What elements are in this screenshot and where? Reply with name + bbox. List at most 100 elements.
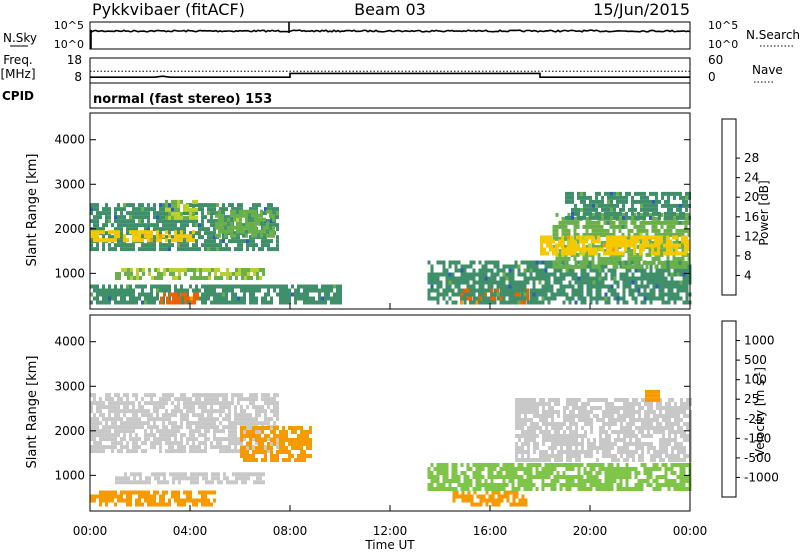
data-cell — [115, 276, 118, 280]
data-cell — [204, 247, 207, 252]
data-cell — [241, 472, 244, 477]
data-cell — [114, 437, 117, 442]
data-cell — [120, 207, 123, 212]
data-cell — [153, 203, 156, 208]
data-cell — [198, 425, 201, 430]
data-cell — [150, 238, 153, 243]
data-cell — [682, 276, 686, 281]
data-cell — [163, 268, 166, 272]
data-cell — [177, 227, 180, 232]
data-cell — [557, 430, 560, 434]
data-cell — [243, 284, 246, 289]
data-cell — [610, 288, 614, 293]
data-cell — [511, 288, 515, 293]
data-cell — [576, 240, 580, 245]
data-cell — [684, 228, 688, 233]
data-cell — [590, 418, 593, 422]
data-cell — [144, 490, 147, 495]
data-cell — [584, 422, 587, 426]
data-cell — [102, 292, 105, 297]
data-cell — [186, 405, 189, 410]
data-cell — [592, 207, 595, 212]
data-cell — [681, 235, 684, 240]
data-cell — [605, 410, 608, 414]
data-cell — [183, 223, 186, 228]
data-cell — [219, 247, 222, 252]
data-cell — [228, 449, 231, 454]
data-cell — [682, 280, 686, 285]
data-cell — [445, 479, 449, 483]
data-cell — [178, 296, 181, 301]
data-cell — [222, 284, 225, 289]
data-cell — [661, 483, 665, 487]
data-cell — [610, 272, 614, 277]
data-cell — [630, 235, 633, 240]
data-cell — [300, 454, 303, 458]
data-cell — [150, 300, 153, 305]
data-cell — [129, 429, 132, 434]
data-cell — [123, 288, 126, 293]
data-cell — [254, 217, 257, 222]
data-cell — [147, 409, 150, 414]
data-cell — [530, 434, 533, 438]
data-cell — [521, 402, 524, 406]
data-cell — [511, 475, 515, 479]
data-cell — [249, 442, 252, 446]
data-cell — [177, 207, 180, 212]
data-cell — [520, 260, 524, 265]
data-cell — [198, 445, 201, 450]
data-cell — [129, 247, 132, 252]
data-cell — [508, 268, 512, 273]
data-cell — [460, 288, 464, 293]
data-cell — [633, 243, 636, 248]
data-cell — [594, 236, 598, 241]
data-cell — [660, 244, 664, 249]
beam-label: Beam 03 — [354, 0, 426, 19]
data-cell — [249, 292, 252, 297]
data-cell — [673, 300, 677, 305]
data-cell — [463, 296, 467, 301]
data-cell — [511, 471, 515, 475]
data-cell — [255, 426, 258, 430]
data-cell — [204, 231, 207, 236]
data-cell — [610, 203, 613, 208]
data-cell — [232, 272, 235, 276]
data-cell — [427, 272, 431, 277]
data-cell — [246, 442, 249, 446]
data-cell — [541, 260, 545, 265]
data-cell — [613, 467, 617, 471]
data-cell — [524, 502, 528, 507]
data-cell — [661, 288, 665, 293]
data-cell — [288, 296, 291, 301]
data-cell — [597, 260, 601, 265]
data-cell — [451, 288, 455, 293]
data-cell — [565, 272, 569, 277]
data-cell — [153, 207, 156, 212]
data-cell — [684, 260, 688, 265]
data-cell — [168, 449, 171, 454]
data-cell — [210, 292, 213, 297]
data-cell — [466, 288, 469, 293]
data-cell — [183, 502, 186, 507]
data-cell — [657, 235, 660, 240]
data-cell — [559, 475, 563, 479]
data-cell — [169, 300, 172, 305]
data-cell — [186, 215, 189, 220]
data-cell — [505, 475, 509, 479]
data-cell — [580, 479, 584, 483]
data-cell — [630, 252, 634, 257]
data-cell — [643, 463, 647, 467]
data-cell — [210, 239, 213, 244]
data-cell — [625, 276, 629, 281]
data-cell — [556, 276, 560, 281]
data-cell — [217, 276, 220, 280]
data-cell — [685, 272, 689, 277]
data-cell — [237, 441, 240, 446]
data-cell — [626, 450, 629, 454]
data-cell — [623, 446, 626, 450]
data-cell — [210, 441, 213, 446]
data-cell — [580, 215, 583, 220]
data-cell — [246, 458, 249, 462]
data-cell — [529, 479, 533, 483]
